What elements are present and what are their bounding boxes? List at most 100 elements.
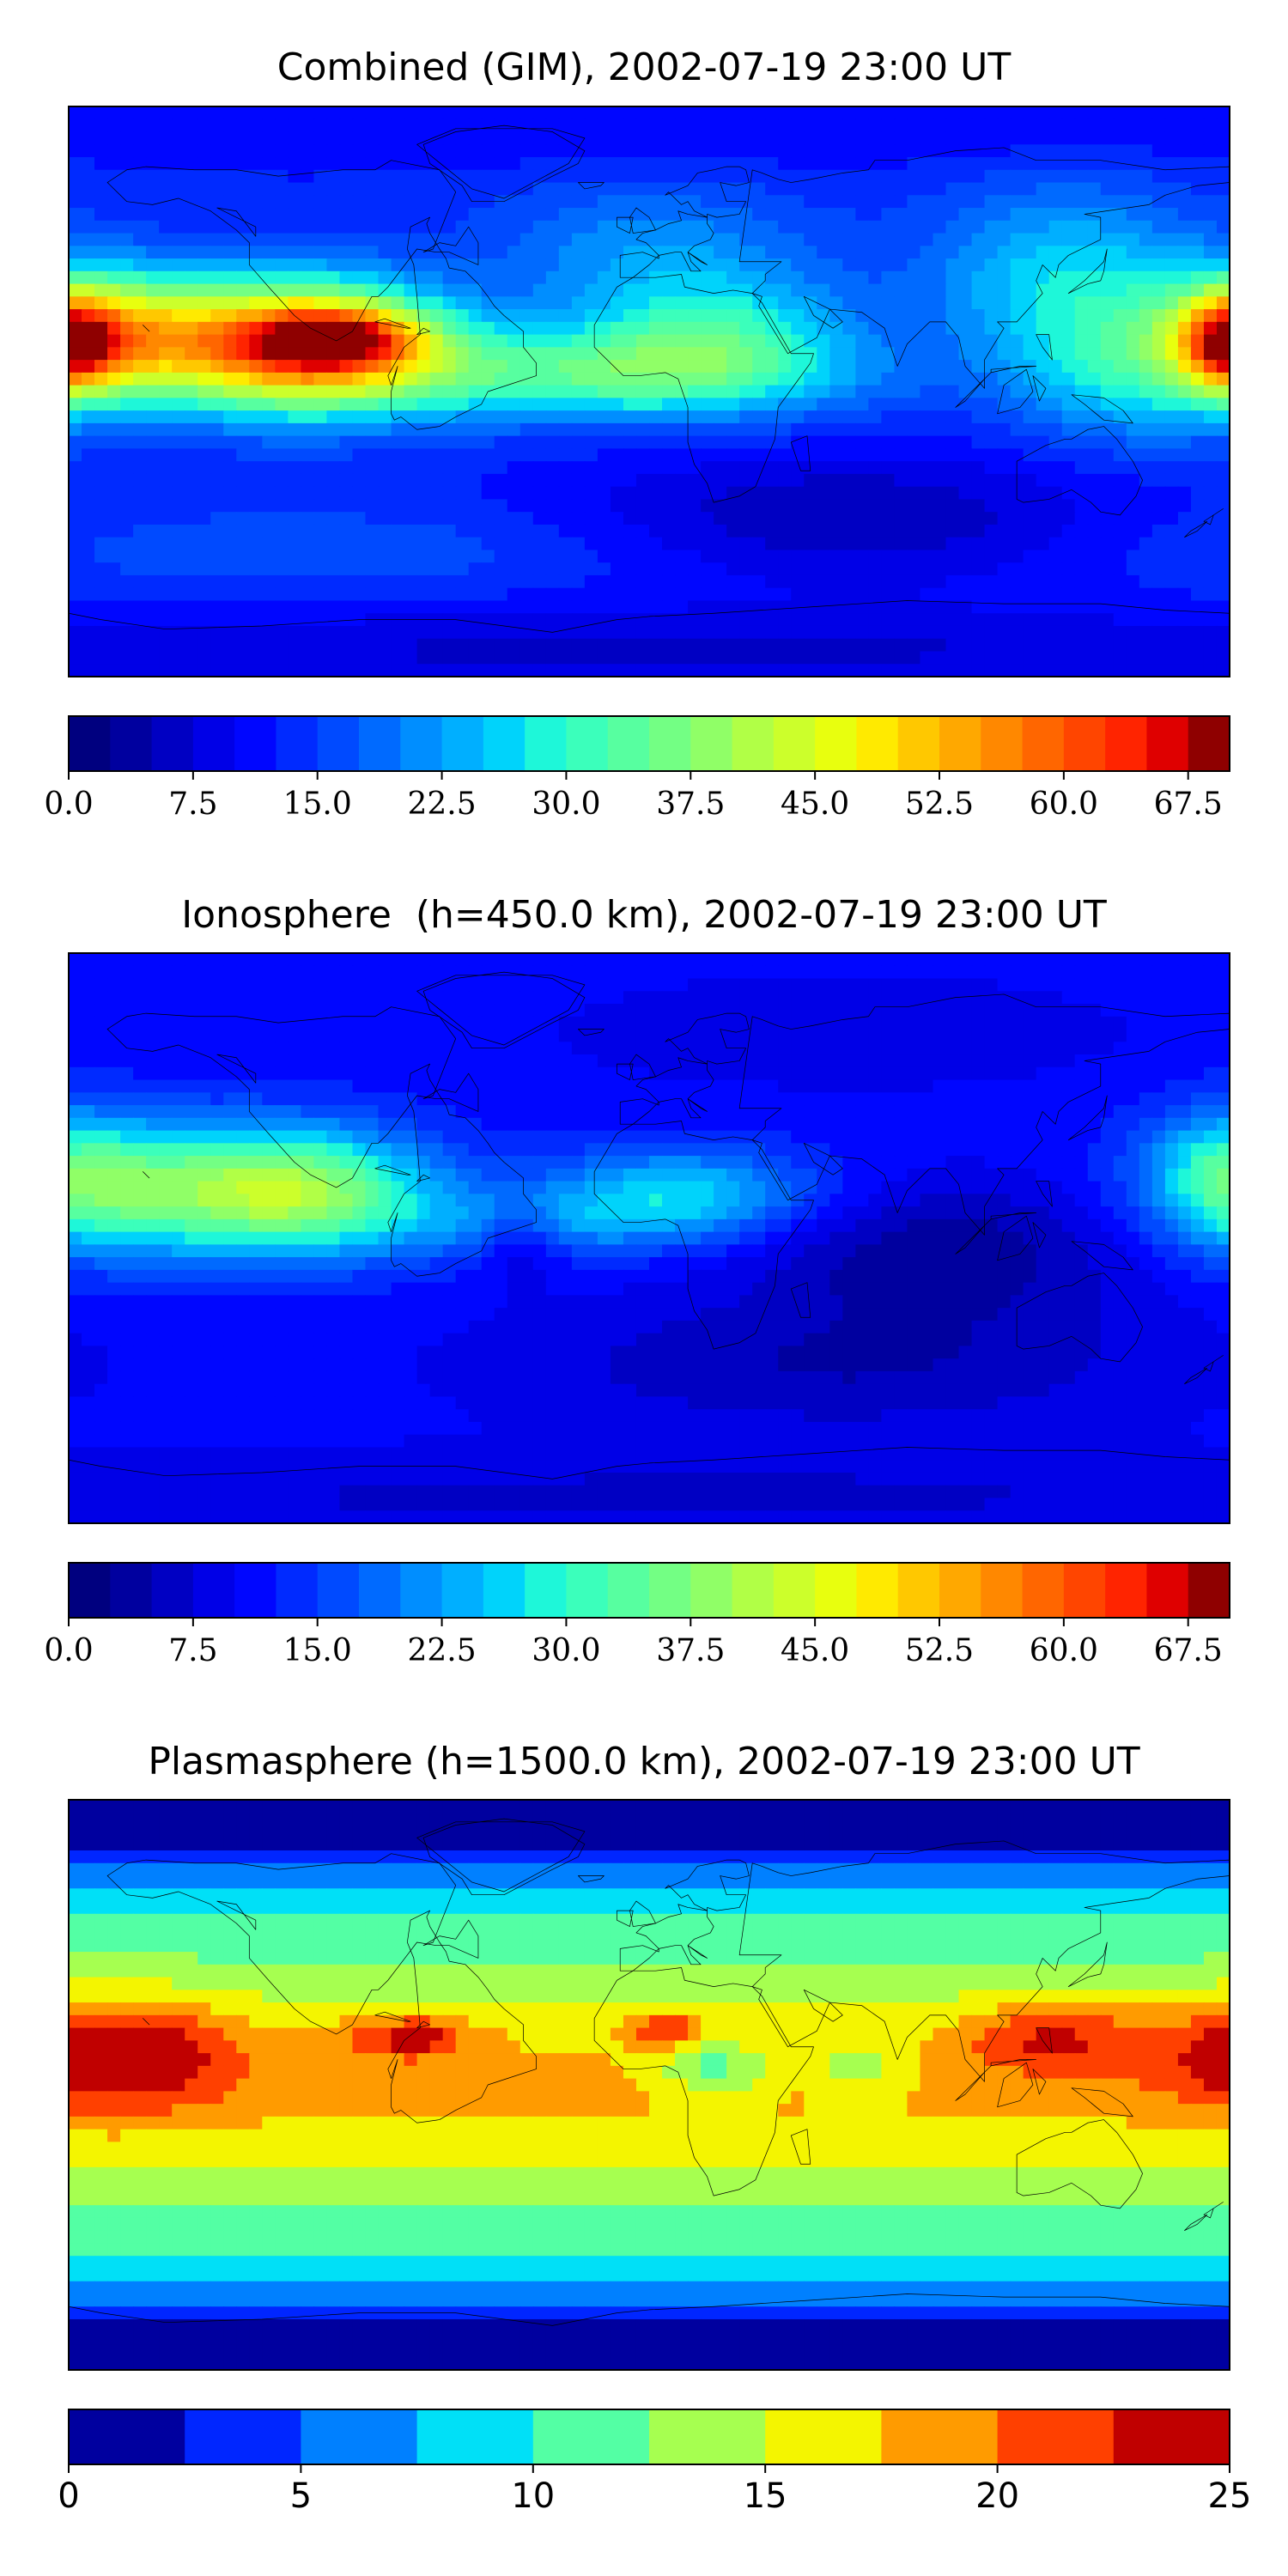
heatmap-cell bbox=[739, 461, 753, 475]
heatmap-cell bbox=[416, 600, 431, 614]
heatmap-cell bbox=[739, 965, 753, 980]
heatmap-cell bbox=[958, 169, 973, 184]
heatmap-cell bbox=[288, 613, 301, 627]
heatmap-cell bbox=[146, 587, 160, 602]
heatmap-cell bbox=[519, 144, 534, 158]
heatmap-cell bbox=[933, 334, 947, 348]
heatmap-cell bbox=[352, 258, 367, 272]
heatmap-cell bbox=[159, 309, 173, 323]
heatmap-cell bbox=[597, 600, 611, 614]
heatmap-cell bbox=[223, 550, 237, 563]
heatmap-cell bbox=[610, 512, 624, 526]
heatmap-cell bbox=[726, 562, 740, 576]
heatmap-cell bbox=[920, 131, 934, 145]
colorbar-swatch bbox=[897, 716, 940, 771]
heatmap-cell bbox=[352, 664, 367, 677]
heatmap-cell bbox=[868, 1042, 882, 1055]
heatmap-cell bbox=[481, 246, 495, 259]
heatmap-cell bbox=[701, 169, 714, 184]
heatmap-cell bbox=[532, 1029, 547, 1042]
heatmap-cell bbox=[881, 991, 896, 1005]
heatmap-cell bbox=[688, 385, 702, 398]
heatmap-cell bbox=[726, 182, 740, 196]
heatmap-cell bbox=[635, 448, 650, 462]
heatmap-cell bbox=[945, 321, 960, 336]
heatmap-cell bbox=[1216, 283, 1230, 297]
heatmap-cell bbox=[635, 321, 650, 336]
heatmap-cell bbox=[404, 1042, 418, 1055]
heatmap-cell bbox=[519, 550, 534, 563]
heatmap-cell bbox=[1203, 524, 1218, 538]
heatmap-cell bbox=[1113, 613, 1127, 627]
heatmap-cell bbox=[1010, 195, 1024, 209]
heatmap-cell bbox=[275, 486, 289, 501]
heatmap-cell bbox=[1048, 208, 1063, 222]
heatmap-cell bbox=[1074, 106, 1089, 120]
heatmap-cell bbox=[1203, 195, 1218, 209]
heatmap-cell bbox=[984, 270, 999, 285]
heatmap-cell bbox=[481, 1004, 495, 1018]
heatmap-cell bbox=[133, 499, 147, 513]
heatmap-cell bbox=[558, 1004, 573, 1018]
heatmap-cell bbox=[69, 169, 82, 184]
heatmap-cell bbox=[326, 625, 341, 640]
heatmap-cell bbox=[688, 537, 702, 551]
heatmap-cell bbox=[442, 664, 457, 677]
heatmap-cell bbox=[945, 499, 960, 513]
heatmap-cell bbox=[623, 562, 637, 576]
heatmap-cell bbox=[262, 448, 276, 462]
heatmap-cell bbox=[1216, 360, 1230, 374]
heatmap-cell bbox=[958, 1029, 973, 1042]
heatmap-cell bbox=[481, 258, 495, 272]
heatmap-cell bbox=[249, 613, 263, 627]
heatmap-cell bbox=[778, 372, 792, 386]
heatmap-cell bbox=[1074, 321, 1089, 336]
heatmap-cell bbox=[69, 638, 82, 653]
heatmap-cell bbox=[907, 270, 921, 285]
heatmap-cell bbox=[1087, 360, 1102, 374]
heatmap-cell bbox=[597, 182, 611, 196]
heatmap-cell bbox=[365, 144, 380, 158]
heatmap-cell bbox=[197, 991, 211, 1005]
heatmap-cell bbox=[416, 1016, 431, 1030]
heatmap-cell bbox=[817, 372, 830, 386]
heatmap-cell bbox=[1087, 965, 1102, 980]
heatmap-cell bbox=[159, 600, 173, 614]
heatmap-cell bbox=[1048, 625, 1063, 640]
heatmap-cell bbox=[172, 131, 185, 145]
heatmap-cell bbox=[468, 486, 483, 501]
heatmap-cell bbox=[688, 360, 702, 374]
heatmap-cell bbox=[326, 651, 341, 665]
heatmap-cell bbox=[223, 131, 237, 145]
heatmap-cell bbox=[971, 347, 986, 361]
heatmap-cell bbox=[1203, 169, 1218, 184]
heatmap-cell bbox=[829, 550, 843, 563]
heatmap-cell bbox=[455, 1042, 470, 1055]
heatmap-cell bbox=[275, 978, 289, 992]
heatmap-cell bbox=[1061, 448, 1076, 462]
heatmap-cell bbox=[301, 461, 315, 475]
heatmap-cell bbox=[275, 144, 289, 158]
heatmap-cell bbox=[1203, 562, 1218, 576]
heatmap-cell bbox=[1151, 106, 1166, 120]
heatmap-cell bbox=[365, 562, 380, 576]
heatmap-cell bbox=[739, 182, 753, 196]
heatmap-cell bbox=[765, 435, 779, 449]
heatmap-cell bbox=[391, 638, 405, 653]
heatmap-cell bbox=[804, 638, 817, 653]
heatmap-cell bbox=[920, 473, 934, 488]
heatmap-cell bbox=[210, 664, 224, 677]
heatmap-cell bbox=[984, 1029, 999, 1042]
heatmap-cell bbox=[1139, 461, 1153, 475]
heatmap-cell bbox=[1087, 182, 1102, 196]
heatmap-cell bbox=[765, 283, 779, 297]
heatmap-cell bbox=[404, 587, 418, 602]
heatmap-cell bbox=[868, 398, 882, 411]
heatmap-cell bbox=[1164, 524, 1179, 538]
heatmap-cell bbox=[1151, 422, 1166, 437]
heatmap-cell bbox=[558, 461, 573, 475]
heatmap-cell bbox=[1087, 1042, 1102, 1055]
heatmap-cell bbox=[1100, 448, 1115, 462]
heatmap-cell bbox=[765, 106, 779, 120]
heatmap-cell bbox=[829, 182, 843, 196]
